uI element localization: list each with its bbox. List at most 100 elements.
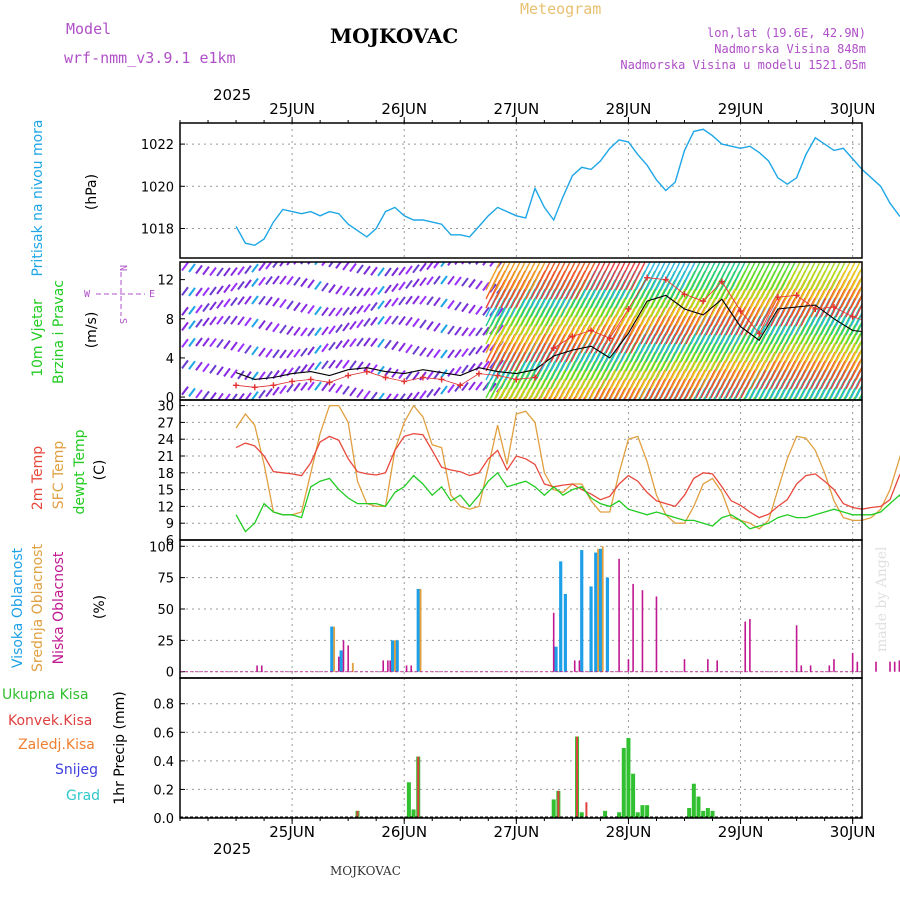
wind-barb	[681, 424, 695, 452]
wind-barb	[861, 379, 875, 407]
wind-barb	[216, 267, 224, 277]
wind-barb	[279, 324, 287, 334]
precip-bar-total	[617, 812, 622, 818]
wind-barb	[780, 262, 796, 291]
wind-barb	[419, 295, 427, 305]
wind-barb	[349, 320, 357, 330]
cloud-bar-low	[552, 612, 555, 672]
wind-barb	[328, 307, 336, 317]
wind-barb	[321, 262, 326, 267]
wind-barb	[617, 396, 621, 400]
wind-barb	[181, 338, 189, 348]
precip-bar-total	[603, 810, 608, 818]
wind-barb	[855, 339, 862, 354]
wind-barb	[482, 281, 490, 292]
wind-barb	[377, 267, 385, 277]
gust-marker	[887, 316, 893, 322]
wind-barb	[836, 424, 850, 452]
wind-barb	[251, 295, 259, 305]
wind-barb	[209, 316, 217, 326]
wind-barb	[766, 424, 780, 452]
temp-ylabel-1: 2m Temp	[30, 446, 46, 510]
wind-barb	[384, 284, 392, 294]
wind-barb	[482, 360, 490, 370]
wind-barb	[363, 337, 371, 347]
wind-barb	[447, 349, 455, 359]
wind-barb	[349, 306, 357, 316]
wind-barb	[440, 349, 448, 359]
wind-barb	[695, 262, 711, 291]
wind-barb	[181, 386, 189, 396]
wind-barb	[666, 424, 680, 452]
wind-barb	[726, 406, 740, 434]
precip-legend-snow: Snijeg	[55, 762, 98, 778]
wind-barb	[223, 367, 231, 377]
wind-barb	[202, 287, 210, 297]
wind-barb	[412, 371, 420, 381]
precip-bar-conv	[576, 736, 579, 818]
wind-barb	[265, 321, 273, 331]
wind-barbs	[181, 262, 893, 452]
wind-barb	[776, 406, 790, 434]
wind-barb	[293, 382, 301, 392]
wind-barb	[750, 262, 766, 291]
wind-barb	[223, 284, 231, 294]
y-tick-label-5: 21	[157, 450, 174, 465]
wind-barb	[489, 283, 497, 293]
y-tick-label-2: 50	[157, 603, 174, 618]
wind-barb	[866, 334, 880, 362]
cloud-unit: (%)	[92, 595, 108, 619]
y-tick-label-2: 12	[157, 500, 174, 515]
wind-barb	[272, 349, 280, 359]
wind-barb	[412, 264, 420, 274]
cloud-bar-low	[338, 656, 340, 672]
wind-barb	[272, 297, 280, 307]
wind-barb	[475, 345, 483, 355]
wind-barb	[392, 393, 399, 400]
wind-barb	[419, 390, 427, 400]
wind-barb	[686, 424, 700, 452]
wind-barb	[566, 424, 580, 452]
wind-barb	[866, 289, 880, 317]
wind-barb	[279, 349, 287, 359]
wind-barb	[300, 381, 308, 391]
compass-n: N	[117, 265, 128, 271]
wind-barb	[286, 275, 294, 286]
wind-barb	[606, 424, 620, 452]
y-tick-label-1: 25	[157, 634, 174, 649]
wind-barb	[356, 304, 364, 315]
wind-barb	[625, 262, 641, 291]
wind-barb	[216, 315, 224, 325]
wind-barb	[195, 337, 203, 347]
wind-barb	[762, 396, 766, 400]
wind-barb	[545, 262, 561, 291]
cloud-bar-low	[578, 660, 581, 672]
wind-barb	[671, 406, 685, 434]
wind-barb	[816, 424, 830, 452]
wind-barb	[391, 368, 399, 378]
wind-barb	[405, 279, 413, 290]
wind-barb	[181, 262, 189, 272]
wind-barb	[775, 262, 791, 291]
wind-barb	[328, 283, 336, 294]
top-day-label: 25JUN	[269, 100, 315, 118]
wind-barb	[272, 262, 279, 269]
wind-barb	[562, 396, 566, 400]
wind-barb	[398, 369, 406, 380]
cloud-bar-low	[809, 665, 812, 672]
wind-barb	[731, 406, 745, 434]
wind-barb	[265, 275, 273, 286]
wind-barb	[676, 424, 690, 452]
cloud-bar-low	[260, 665, 263, 672]
wind-barb	[611, 424, 625, 452]
y-tick-label-1: 4	[166, 352, 174, 367]
wind-barb	[546, 424, 560, 452]
wind-ylabel-1: 10m Vjetar	[30, 299, 46, 377]
wind-barb	[475, 381, 483, 391]
wind-barb	[842, 396, 846, 400]
wind-barb	[860, 286, 862, 291]
top-day-label: 27JUN	[493, 100, 539, 118]
wind-barb	[433, 387, 441, 397]
wind-barb	[855, 384, 862, 399]
wind-barb	[551, 424, 565, 452]
